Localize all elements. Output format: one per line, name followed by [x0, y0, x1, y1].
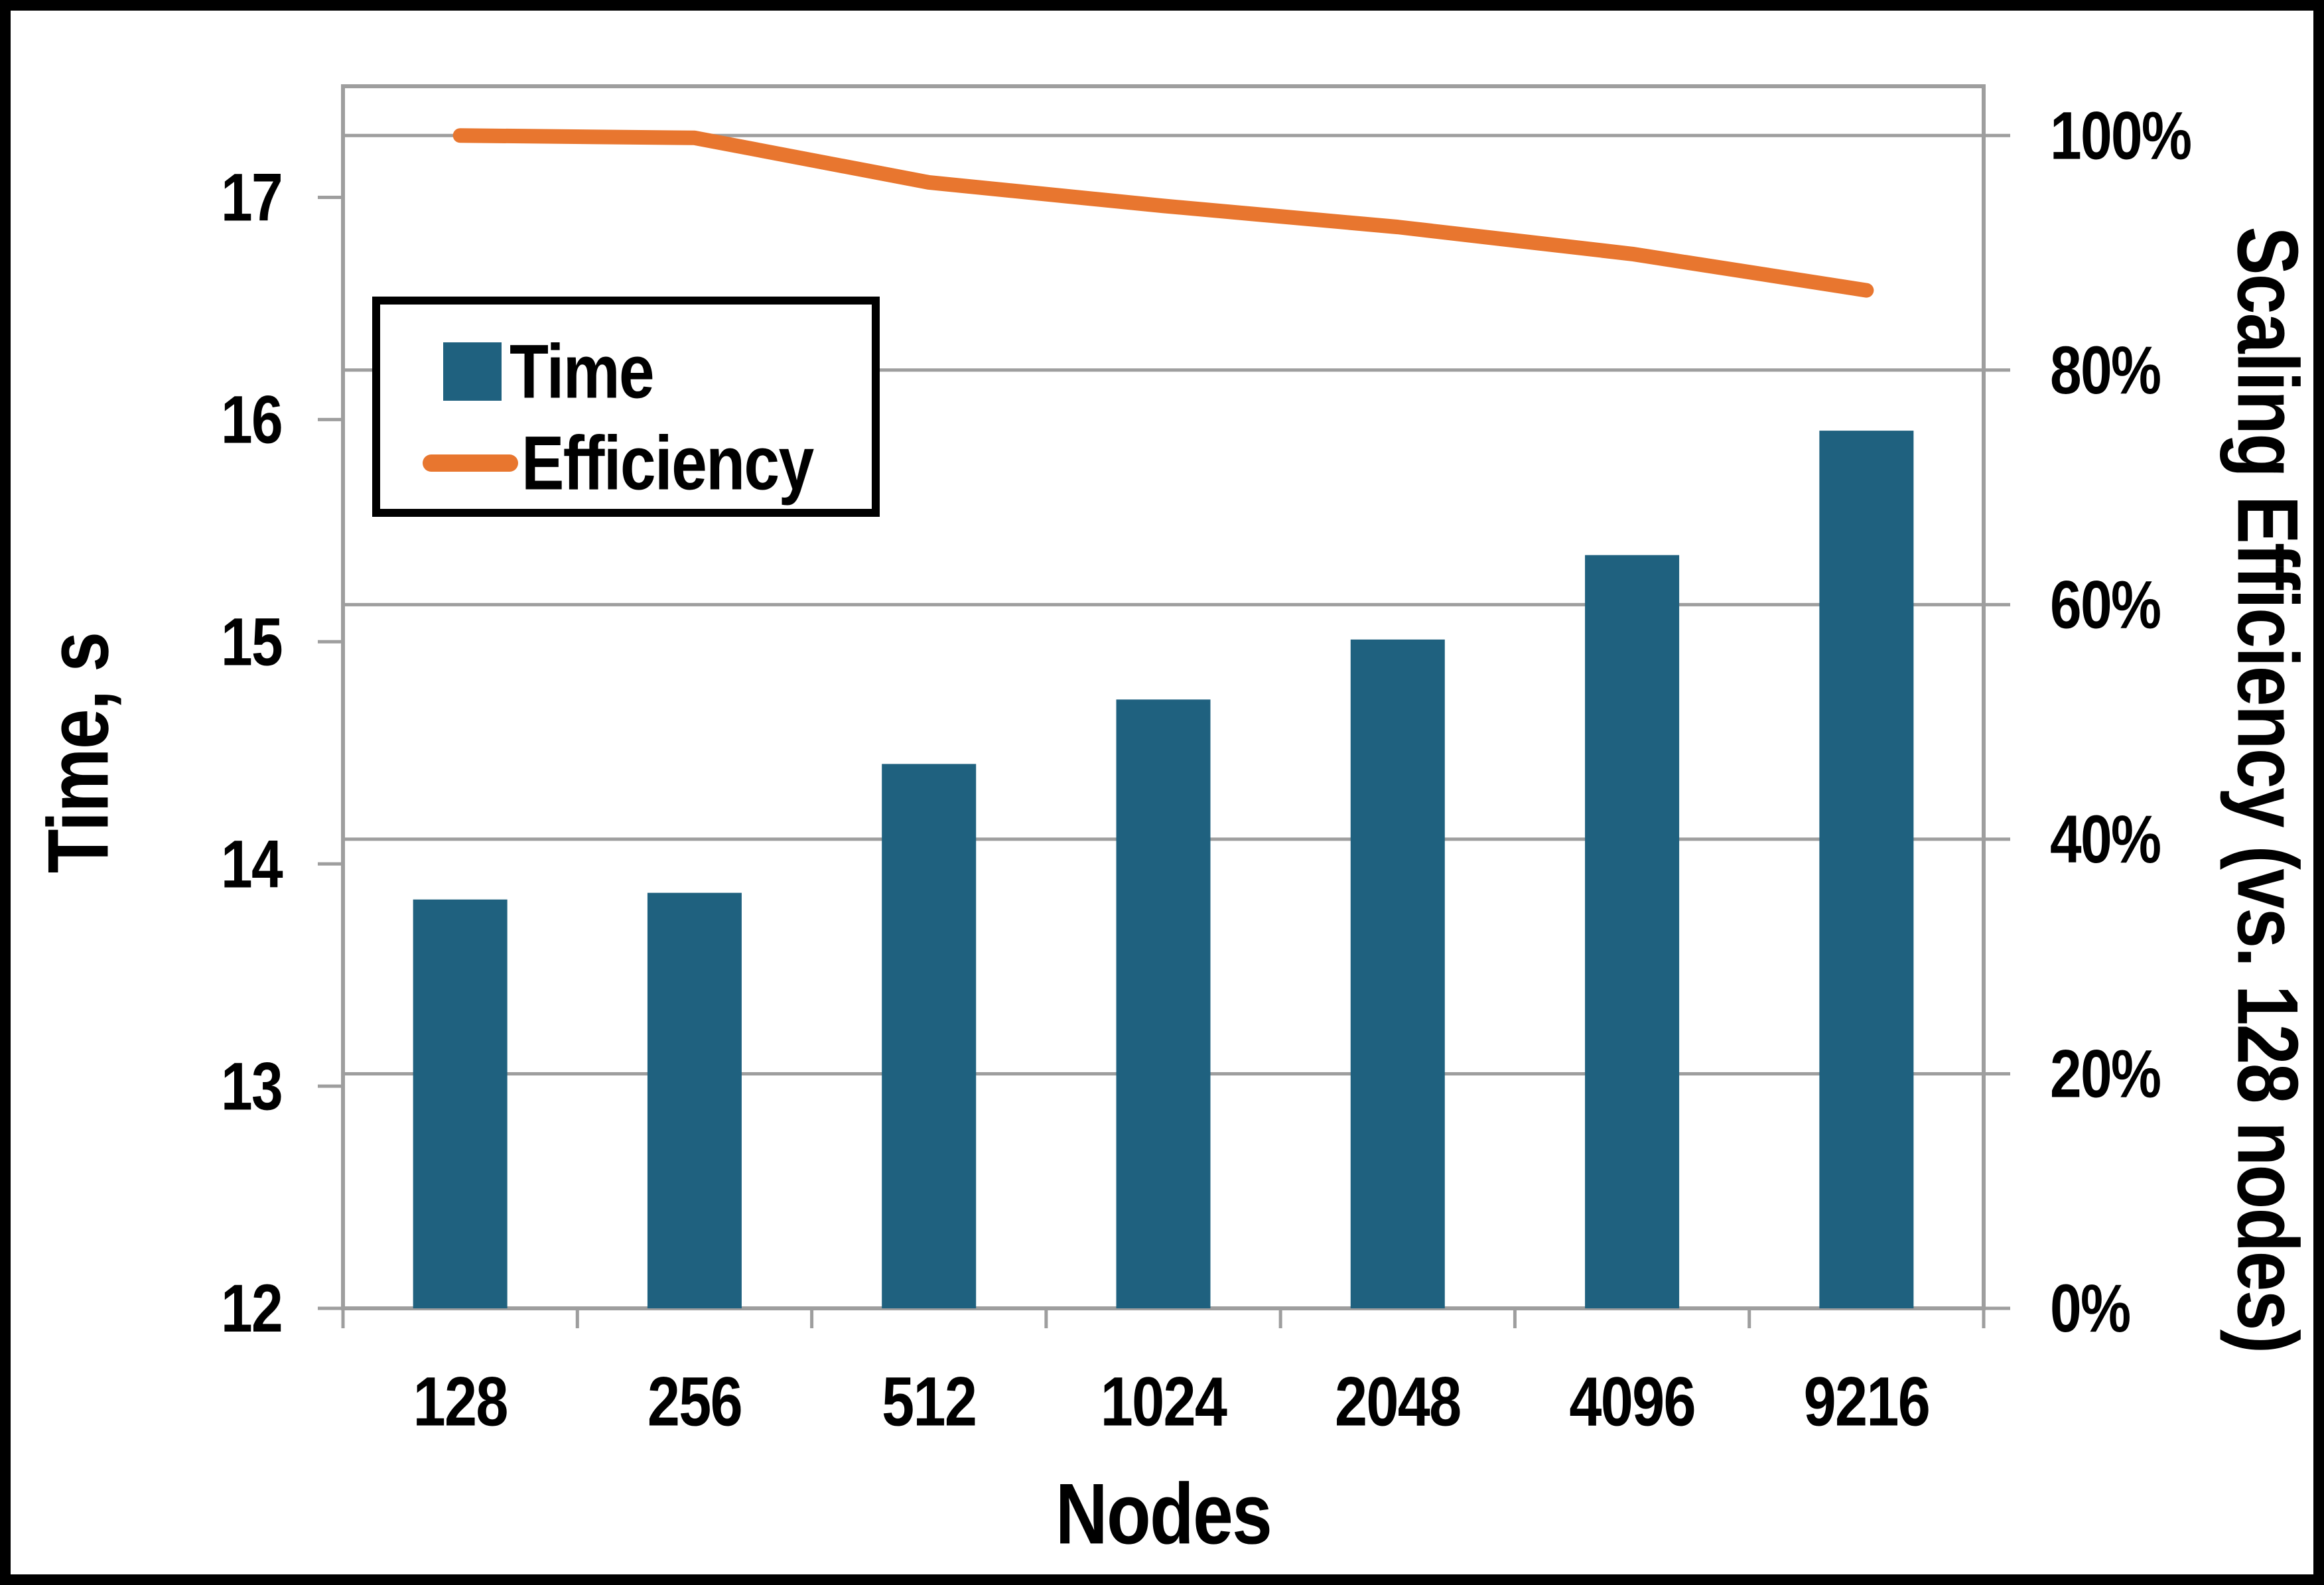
right-axis-label-80%: 80%	[2050, 332, 2161, 408]
x-axis-label-128: 128	[413, 1362, 508, 1440]
y-axis-title-left: Time, s	[30, 633, 126, 874]
x-axis-label-256: 256	[648, 1362, 742, 1440]
bar-256	[647, 892, 742, 1308]
left-axis-label-16: 16	[221, 382, 282, 458]
left-axis-label-15: 15	[221, 604, 282, 679]
left-axis-label-17: 17	[221, 160, 282, 236]
left-axis-label-12: 12	[221, 1271, 282, 1346]
efficiency-line	[452, 128, 1874, 298]
legend-efficiency-label: Efficiency	[521, 421, 814, 506]
bar-4096	[1585, 555, 1680, 1308]
left-axis-label-14: 14	[221, 826, 283, 902]
x-axis-label-1024: 1024	[1101, 1362, 1227, 1440]
x-axis-label-2048: 2048	[1335, 1362, 1460, 1440]
right-axis-label-60%: 60%	[2050, 567, 2161, 642]
x-axis-title: Nodes	[1056, 1466, 1271, 1562]
y-axis-title-right: Scaling Efficiency (vs. 128 nodes)	[2219, 227, 2313, 1353]
bar-128	[413, 899, 508, 1308]
legend-box	[372, 297, 880, 517]
bar-2048	[1350, 639, 1445, 1308]
x-axis-label-4096: 4096	[1569, 1362, 1694, 1440]
legend-time-label: Time	[510, 329, 653, 415]
right-axis-label-20%: 20%	[2050, 1036, 2161, 1112]
right-axis-label-100%: 100%	[2050, 98, 2191, 173]
x-axis-label-512: 512	[882, 1362, 976, 1440]
right-axis-label-0%: 0%	[2050, 1271, 2130, 1346]
scaling-chart: 12 13 14 15 16 17 0% 20% 40% 60% 80% 100% 128 256 512 1…	[30, 84, 2313, 1562]
bar-1024	[1116, 699, 1211, 1308]
bar-512	[882, 764, 977, 1308]
left-axis-label-13: 13	[221, 1048, 282, 1124]
legend-time-swatch-icon	[443, 342, 502, 401]
right-axis-label-40%: 40%	[2050, 801, 2161, 877]
bar-9216	[1819, 431, 1914, 1308]
x-axis-label-9216: 9216	[1804, 1362, 1929, 1440]
